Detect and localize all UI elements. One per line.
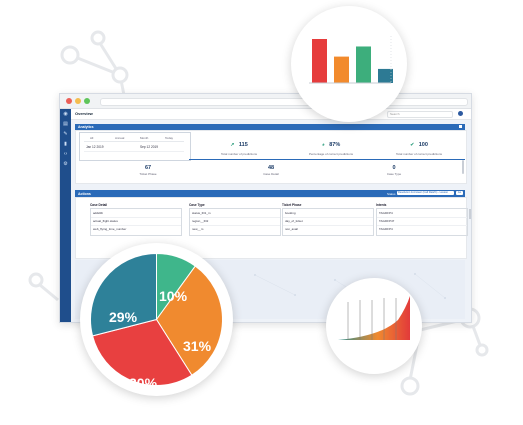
pie-label-slice-4: 29% [109, 309, 138, 325]
app-logo-icon[interactable]: ◉ [63, 111, 68, 117]
bar-3 [356, 46, 371, 83]
window-titlebar [60, 94, 471, 109]
pie-label-slice-3: 30% [129, 375, 158, 391]
bar-4 [378, 68, 393, 83]
stat-value: 48 [267, 165, 275, 171]
pie-label-slice-2: 31% [183, 338, 212, 354]
date-tab-month[interactable]: Month [140, 136, 149, 140]
stat-case-detail: 48 Case Detail [231, 165, 311, 176]
list-item[interactable]: TAGDFP4 [379, 227, 393, 231]
list-item[interactable]: booking [285, 211, 296, 215]
column-header: Case Detail [90, 203, 108, 207]
close-window-button[interactable] [66, 98, 72, 104]
pie-slice-2 [155, 265, 223, 376]
stat-label: Ticket Phase [139, 172, 157, 176]
growth-chart-graphic [338, 296, 410, 340]
stat-label: Total number of predictions [220, 152, 258, 156]
date-from-field[interactable]: Jan 12 2019 [86, 145, 104, 149]
bar-chart-graphic [309, 36, 393, 84]
stat-percentage-correct: ◕ 87% Percentage of correct predictions [286, 133, 376, 156]
stat-value: 0 [392, 165, 396, 171]
settings-icon[interactable]: ⚙ [63, 161, 68, 167]
list-item[interactable]: status_ID1_m [192, 211, 211, 215]
pie-chart-card: 10% 31% 30% 29% [80, 243, 233, 396]
stat-case-type: 0 Case Type [354, 165, 434, 176]
avatar[interactable] [458, 111, 463, 116]
date-to-field[interactable]: Sep 12 2019 [140, 145, 159, 149]
analytics-title: Analytics [78, 125, 94, 129]
growth-chart-card [326, 278, 422, 374]
list-box[interactable]: add2db actual_flight.status web_flying_t… [90, 208, 182, 236]
chart-icon[interactable]: ▮ [64, 141, 67, 147]
actions-header: Actions Status Resolution & Answer (Call… [75, 190, 465, 197]
column-case-type: Case Type status_ID1_m region__ID2 new__… [189, 203, 281, 236]
date-range-selector: All Annual Month Today Jan 12 2019 Sep 1… [79, 132, 191, 161]
pie-chart-graphic [90, 252, 223, 386]
sidebar-nav: ◉ ▤ ✎ ▮ ‹› ⚙ [60, 109, 71, 322]
pie-slice-3 [91, 318, 193, 386]
list-item[interactable]: TAGDFP4 [379, 211, 393, 215]
bar-2 [334, 56, 349, 83]
stat-value: 115 [238, 142, 248, 148]
bar-1 [312, 39, 327, 83]
stat-label: Percentage of correct predictions [308, 152, 354, 156]
pie-slice-4 [90, 252, 157, 337]
go-button[interactable]: Go [456, 191, 463, 195]
list-item[interactable]: new__m [192, 227, 204, 231]
column-header: Case Type [189, 203, 205, 207]
list-item[interactable]: web_flying_time_number [93, 227, 127, 231]
stat-label: Total number of correct predictions [395, 152, 443, 156]
list-box[interactable]: booking day_of_ticket non_avail [282, 208, 374, 236]
minimize-window-button[interactable] [75, 98, 81, 104]
pie-label-slice-1: 10% [159, 288, 188, 304]
code-icon[interactable]: ‹› [63, 151, 68, 157]
date-tab-all[interactable]: All [90, 136, 94, 140]
stat-label: Case Type [386, 172, 402, 176]
list-item[interactable]: add2db [93, 211, 104, 215]
stats-divider [189, 159, 465, 160]
list-item[interactable]: day_of_ticket [285, 219, 303, 223]
actions-title: Actions [78, 191, 91, 196]
filter-select[interactable]: Resolution & Answer (Call Rate%) - Lesso… [397, 191, 454, 195]
stat-total-predictions: ↗ 115 Total number of predictions [194, 133, 284, 156]
page-title: Overview [75, 111, 93, 116]
stat-total-correct: ✔ 100 Total number of correct prediction… [374, 133, 464, 156]
analytics-panel: All Annual Month Today Jan 12 2019 Sep 1… [75, 130, 467, 184]
column-case-detail: Case Detail add2db actual_flight.status … [90, 203, 182, 236]
column-header: Intents [376, 203, 387, 207]
search-input[interactable]: Search [387, 111, 453, 118]
list-item[interactable]: TAGDFP47 [379, 219, 395, 223]
list-item[interactable]: region__ID2 [192, 219, 209, 223]
date-tab-today[interactable]: Today [165, 136, 174, 140]
analytics-header: Analytics [75, 124, 465, 130]
stat-value: 87% [329, 142, 341, 148]
dashboard-icon[interactable]: ▤ [63, 121, 68, 127]
top-bar: Overview Search [71, 109, 471, 120]
maximize-window-button[interactable] [84, 98, 90, 104]
list-item[interactable]: actual_flight.status [93, 219, 118, 223]
list-item[interactable]: non_avail [285, 227, 298, 231]
stat-value: 100 [418, 142, 428, 148]
list-box[interactable]: status_ID1_m region__ID2 new__m [189, 208, 281, 236]
stat-value: 67 [144, 165, 152, 171]
stat-ticket-phase: 67 Ticket Phase [108, 165, 188, 176]
trend-up-icon: ↗ [230, 142, 235, 148]
expand-icon[interactable] [459, 125, 462, 128]
date-tab-annual[interactable]: Annual [115, 136, 125, 140]
column-ticket-phase: Ticket Phase booking day_of_ticket non_a… [282, 203, 374, 236]
column-header: Ticket Phase [282, 203, 302, 207]
bar-chart-card [291, 6, 407, 122]
list-scrollbar[interactable] [469, 209, 471, 219]
address-bar[interactable] [100, 98, 468, 106]
edit-icon[interactable]: ✎ [63, 131, 68, 137]
analytics-scrollbar[interactable] [462, 160, 464, 174]
column-intents: Intents TAGDFP4 TAGDFP47 TAGDFP4 [376, 203, 471, 236]
stat-label: Case Detail [263, 172, 279, 176]
check-icon: ✔ [410, 142, 415, 148]
list-box[interactable]: TAGDFP4 TAGDFP47 TAGDFP4 [376, 208, 471, 236]
pie-icon: ◕ [321, 142, 325, 148]
filter-label: Status [387, 191, 396, 196]
